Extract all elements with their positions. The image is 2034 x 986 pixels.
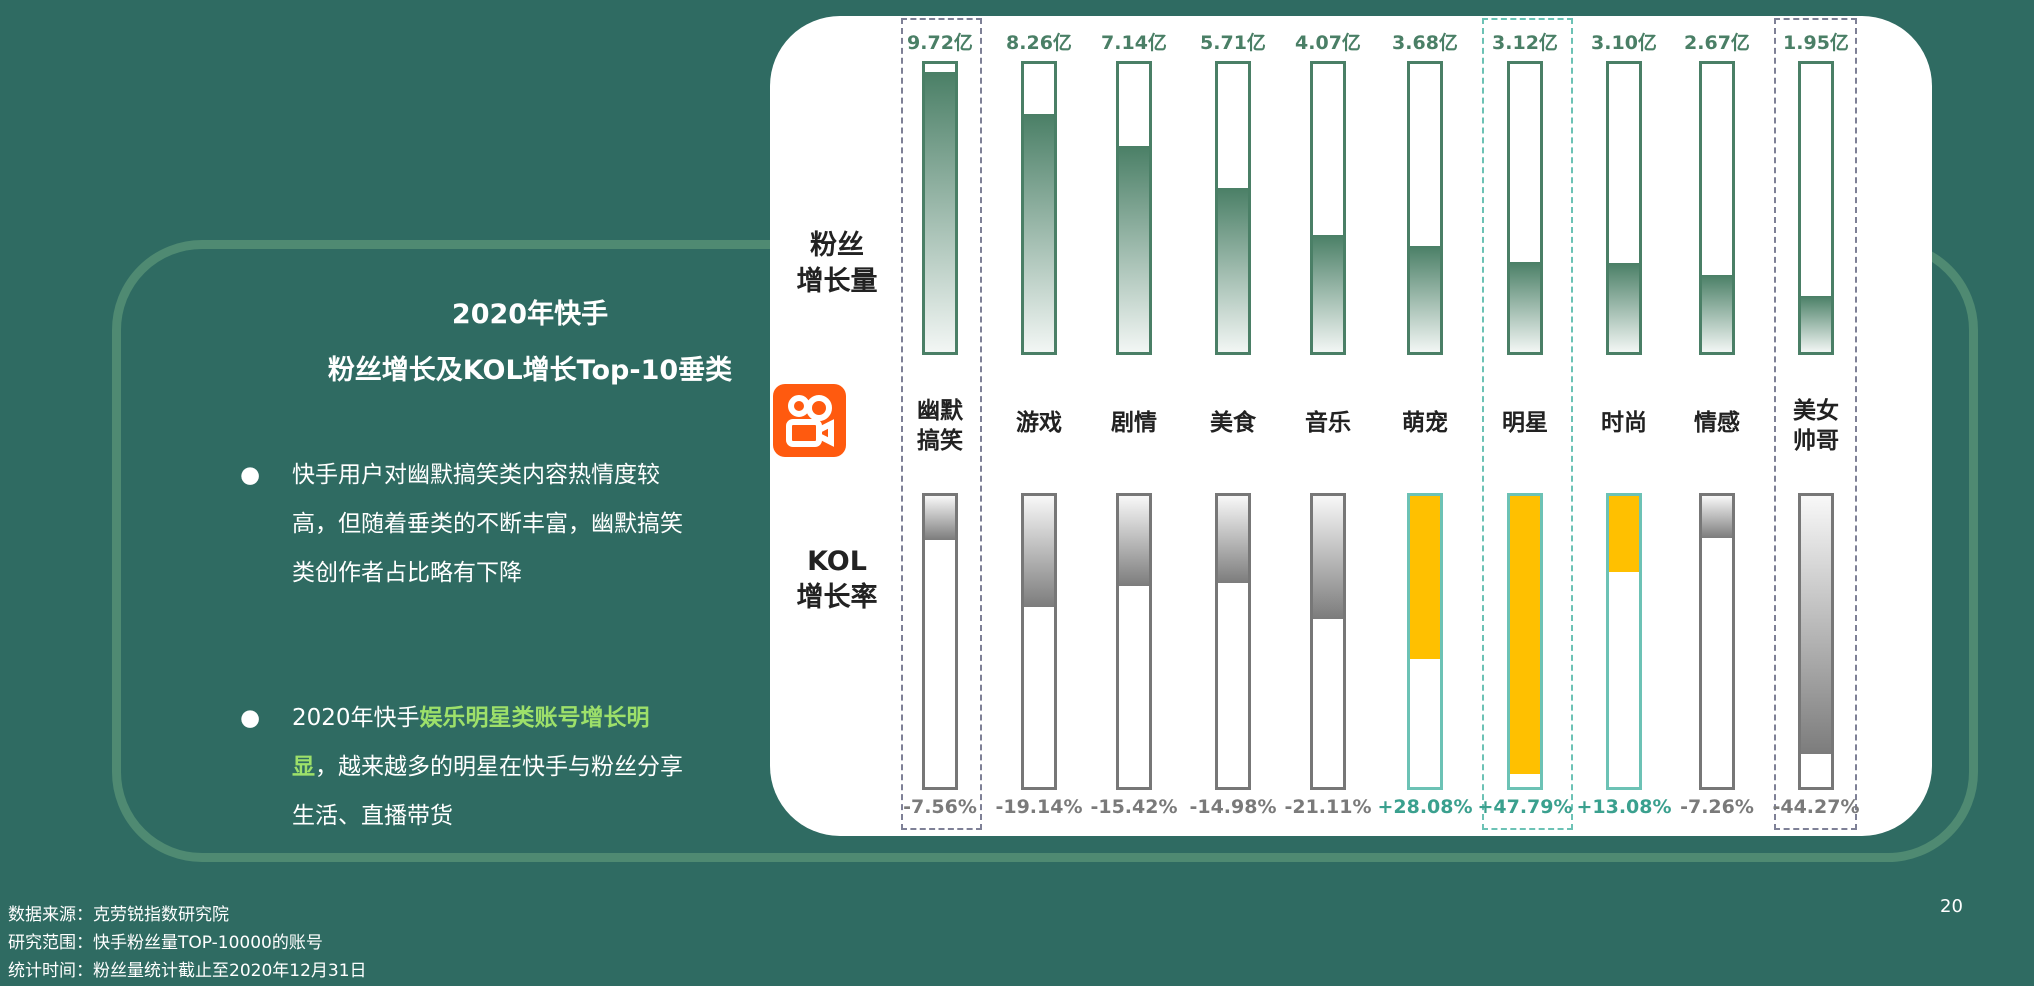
fans-bar-fill [1024, 114, 1054, 352]
fans-value-label: 7.14亿 [1101, 32, 1167, 54]
kol-bar [922, 493, 958, 790]
kol-rate-label: -7.26% [1680, 796, 1754, 818]
bullet-dot-icon: ● [240, 705, 261, 731]
category-label: 时尚 [1601, 410, 1647, 436]
category-label: 美食 [1210, 410, 1256, 436]
category-label: 萌宠 [1402, 410, 1448, 436]
fans-bar-fill [1510, 262, 1540, 352]
kol-bar-fill [1313, 496, 1343, 619]
category-label: 剧情 [1111, 410, 1157, 436]
fans-bar [1699, 61, 1735, 355]
kuaishou-logo-icon [773, 384, 846, 457]
kol-bar-fill [1119, 496, 1149, 586]
category-label: 明星 [1502, 410, 1548, 436]
footnote-date: 统计时间：粉丝量统计截止至2020年12月31日 [8, 961, 367, 981]
fans-bar [1798, 61, 1834, 355]
category-label: 音乐 [1305, 410, 1351, 436]
row-label-kol: KOL 增长率 [796, 546, 878, 613]
fans-bar-fill [1609, 262, 1639, 352]
footnote-source: 数据来源：克劳锐指数研究院 [8, 905, 229, 925]
kol-bar-fill [1801, 496, 1831, 754]
fans-bar [1507, 61, 1543, 355]
kol-rate-label: -21.11% [1284, 796, 1372, 818]
kol-rate-label: -15.42% [1090, 796, 1178, 818]
fans-bar [1215, 61, 1251, 355]
kol-bar-fill [925, 496, 955, 540]
fans-bar [1021, 61, 1057, 355]
category-label: 游戏 [1016, 410, 1062, 436]
fans-value-label: 8.26亿 [1006, 32, 1072, 54]
kol-bar [1699, 493, 1735, 790]
kol-bar-fill [1702, 496, 1732, 539]
fans-value-label: 3.12亿 [1492, 32, 1558, 54]
fans-bar-fill [925, 72, 955, 352]
kol-rate-label: -44.27% [1772, 796, 1860, 818]
row-label-fans: 粉丝 增长量 [796, 230, 878, 297]
kol-bar [1215, 493, 1251, 790]
fans-value-label: 5.71亿 [1200, 32, 1266, 54]
page-number: 20 [1940, 896, 1963, 917]
fans-bar-fill [1410, 246, 1440, 352]
fans-bar [1116, 61, 1152, 355]
fans-value-label: 9.72亿 [907, 32, 973, 54]
fans-bar-fill [1801, 295, 1831, 352]
fans-value-label: 4.07亿 [1295, 32, 1361, 54]
highlight-text: 娱乐明星类账号增长明显 [292, 705, 650, 780]
kol-bar-fill [1510, 496, 1540, 775]
chart-panel [770, 16, 1932, 836]
kol-bar [1310, 493, 1346, 790]
highlight-box-humor [901, 18, 982, 830]
kol-rate-label: +13.08% [1576, 796, 1672, 818]
fans-bar [1606, 61, 1642, 355]
footnote-scope: 研究范围：快手粉丝量TOP-10000的账号 [8, 933, 323, 953]
kol-bar [1798, 493, 1834, 790]
fans-bar [1407, 61, 1443, 355]
kol-rate-label: -19.14% [995, 796, 1083, 818]
fans-value-label: 1.95亿 [1783, 32, 1849, 54]
kol-bar-fill [1024, 496, 1054, 608]
fans-value-label: 3.68亿 [1392, 32, 1458, 54]
fans-bar-fill [1119, 146, 1149, 352]
kol-bar-fill [1410, 496, 1440, 660]
fans-bar-fill [1218, 187, 1248, 352]
kol-rate-label: -7.56% [903, 796, 977, 818]
bullet-dot-icon: ● [240, 462, 261, 488]
fans-value-label: 3.10亿 [1591, 32, 1657, 54]
fans-value-label: 2.67亿 [1684, 32, 1750, 54]
kol-bar [1116, 493, 1152, 790]
category-label: 幽默 搞笑 [917, 398, 963, 454]
highlight-box-beauty [1774, 18, 1857, 830]
kol-rate-label: -14.98% [1189, 796, 1277, 818]
fans-bar [922, 61, 958, 355]
kol-rate-label: +47.79% [1477, 796, 1573, 818]
kol-bar-fill [1218, 496, 1248, 584]
kol-rate-label: +28.08% [1377, 796, 1473, 818]
fans-bar-fill [1313, 234, 1343, 352]
kol-bar-fill [1609, 496, 1639, 573]
title-line-1: 2020年快手 [451, 299, 609, 330]
fans-bar-fill [1702, 275, 1732, 352]
category-label: 情感 [1694, 410, 1740, 436]
fans-bar [1310, 61, 1346, 355]
kol-bar [1507, 493, 1543, 790]
title-line-2: 粉丝增长及KOL增长Top-10垂类 [327, 355, 733, 386]
kol-bar [1606, 493, 1642, 790]
highlight-box-star [1482, 18, 1573, 830]
kol-bar [1407, 493, 1443, 790]
kol-bar [1021, 493, 1057, 790]
category-label: 美女帅哥 [1793, 398, 1839, 454]
